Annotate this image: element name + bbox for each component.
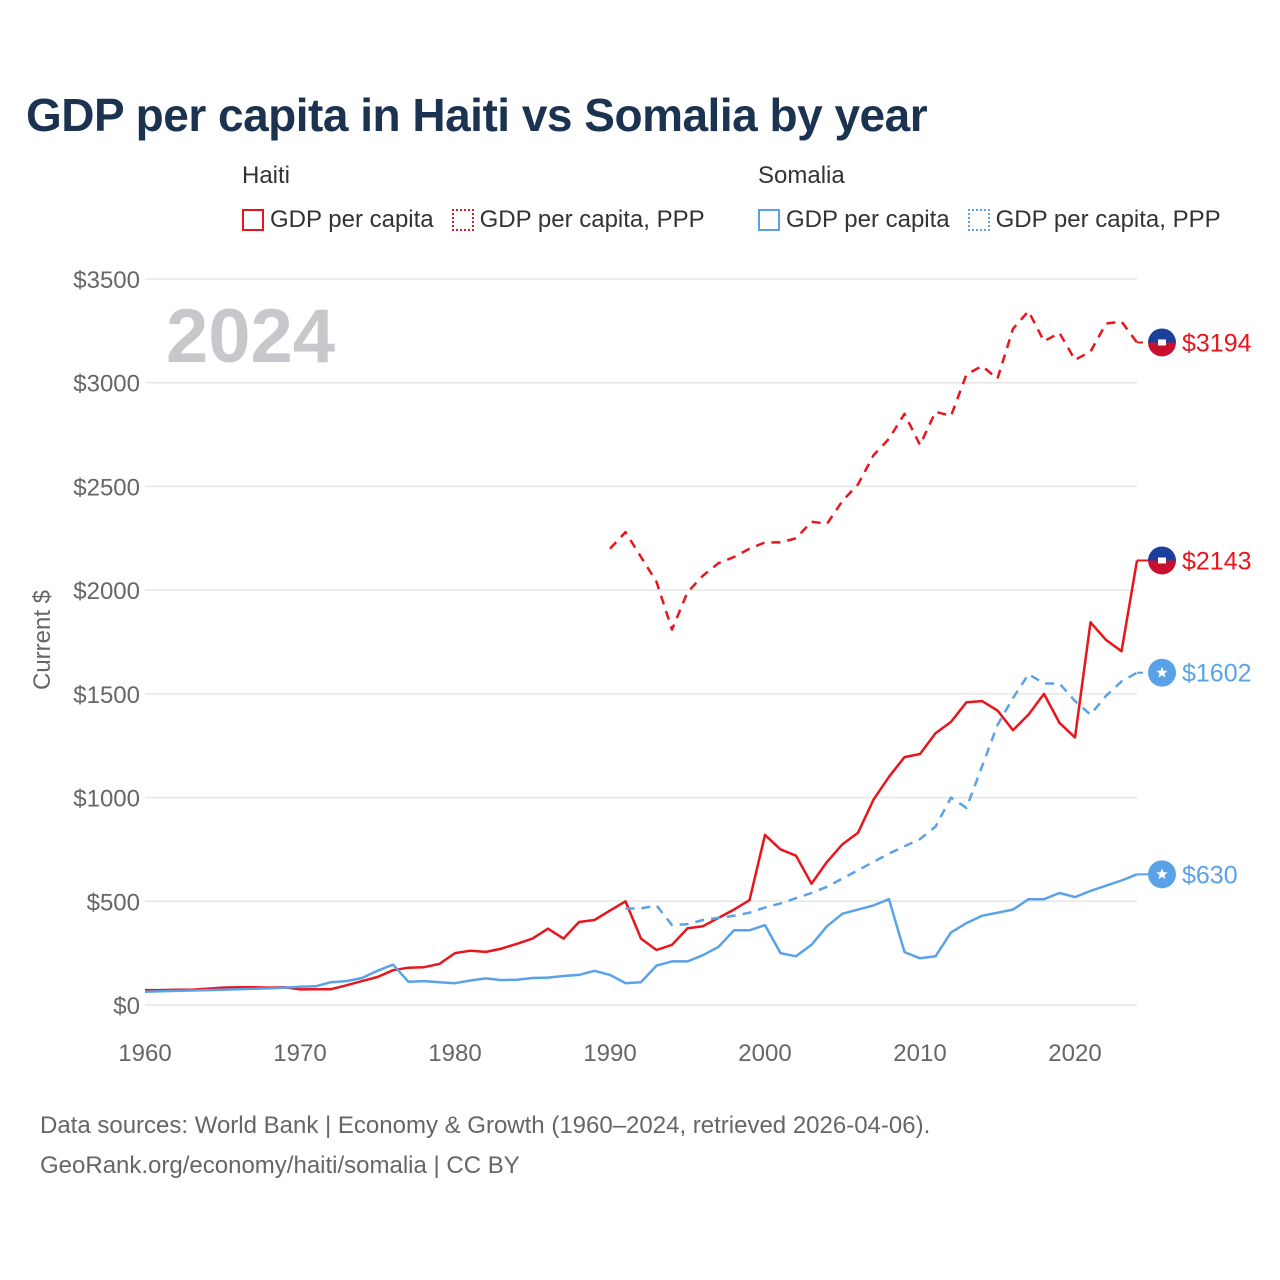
x-tick-label: 2000 xyxy=(738,1040,791,1067)
legend-item-haiti-gdp-ppp[interactable]: GDP per capita, PPP xyxy=(451,206,705,234)
legend-group-name: Somalia xyxy=(758,162,845,189)
legend-group-somalia: Somalia GDP per capita GDP per capita, P… xyxy=(758,162,1221,234)
legend-swatch-dotted-blue xyxy=(967,209,990,231)
x-tick-label: 1980 xyxy=(428,1040,481,1067)
year-label: 2024 xyxy=(166,294,335,379)
legend-swatch-dotted-red xyxy=(451,209,474,231)
end-value-label: $3194 xyxy=(1182,329,1252,357)
legend-item-somalia-gdp[interactable]: GDP per capita xyxy=(758,206,950,234)
end-value-label: $2143 xyxy=(1182,547,1252,575)
legend-item-somalia-gdp-ppp[interactable]: GDP per capita, PPP xyxy=(967,206,1221,234)
legend-label: GDP per capita xyxy=(270,206,434,233)
attribution-link[interactable]: GeoRank.org/economy/haiti/somalia | CC B… xyxy=(40,1152,520,1179)
y-tick-label: $2500 xyxy=(73,474,140,501)
legend-label: GDP per capita, PPP xyxy=(479,206,705,233)
legend-label: GDP per capita xyxy=(786,206,950,233)
y-tick-label: $3000 xyxy=(73,371,140,398)
y-tick-label: $3500 xyxy=(73,267,140,294)
legend-group-haiti: Haiti GDP per capita GDP per capita, PPP xyxy=(242,162,705,234)
legend-group-name: Haiti xyxy=(242,162,291,189)
y-tick-label: $500 xyxy=(87,889,140,916)
flag-star xyxy=(1156,868,1168,880)
flag-emblem xyxy=(1158,557,1166,564)
flag-red-half xyxy=(1148,342,1176,357)
x-tick-label: 1990 xyxy=(583,1040,636,1067)
y-tick-label: $0 xyxy=(113,993,140,1020)
haiti-flag-icon xyxy=(1148,546,1176,575)
somalia-flag-icon xyxy=(1148,860,1176,889)
x-axis-ticks: 1960 1970 1980 1990 2000 2010 2020 xyxy=(118,1040,1101,1067)
legend-item-haiti-gdp[interactable]: GDP per capita xyxy=(242,206,434,234)
somalia-flag-icon xyxy=(1148,658,1176,687)
flag-red-half xyxy=(1148,560,1176,575)
x-tick-label: 1970 xyxy=(273,1040,326,1067)
y-axis-ticks: $0 $500 $1000 $1500 $2000 $2500 $3000 $3500 xyxy=(73,267,140,1020)
haiti-flag-icon xyxy=(1148,328,1176,357)
chart-title: GDP per capita in Haiti vs Somalia by ye… xyxy=(26,89,928,141)
legend-swatch-solid-blue xyxy=(758,209,780,231)
gridlines xyxy=(145,278,1137,1006)
flag-star xyxy=(1156,666,1168,678)
y-tick-label: $1500 xyxy=(73,682,140,709)
series-line-somalia-ppp xyxy=(625,671,1138,927)
series-line-haiti-gdp xyxy=(145,560,1139,992)
footer: Data sources: World Bank | Economy & Gro… xyxy=(40,1106,930,1186)
flag-blue-half xyxy=(1148,328,1176,343)
legend-label: GDP per capita, PPP xyxy=(995,206,1221,233)
flag-emblem xyxy=(1158,339,1166,346)
data-source-text: Data sources: World Bank | Economy & Gro… xyxy=(40,1112,931,1139)
y-axis-label: Current $ xyxy=(29,590,56,690)
y-tick-label: $2000 xyxy=(73,578,140,605)
legend-swatch-solid-red xyxy=(242,209,264,231)
flag-blue-half xyxy=(1148,546,1176,561)
y-tick-label: $1000 xyxy=(73,786,140,813)
series-line-somalia-gdp xyxy=(144,873,1138,993)
x-tick-label: 2020 xyxy=(1048,1040,1101,1067)
end-value-label: $1602 xyxy=(1182,660,1252,688)
x-tick-label: 1960 xyxy=(118,1040,171,1067)
series-line-haiti-ppp xyxy=(609,309,1139,631)
series-lines xyxy=(144,309,1139,993)
series-end-markers: $2143 $3194 $630 $1602 xyxy=(1137,328,1252,889)
x-tick-label: 2010 xyxy=(893,1040,946,1067)
end-value-label: $630 xyxy=(1182,861,1238,889)
